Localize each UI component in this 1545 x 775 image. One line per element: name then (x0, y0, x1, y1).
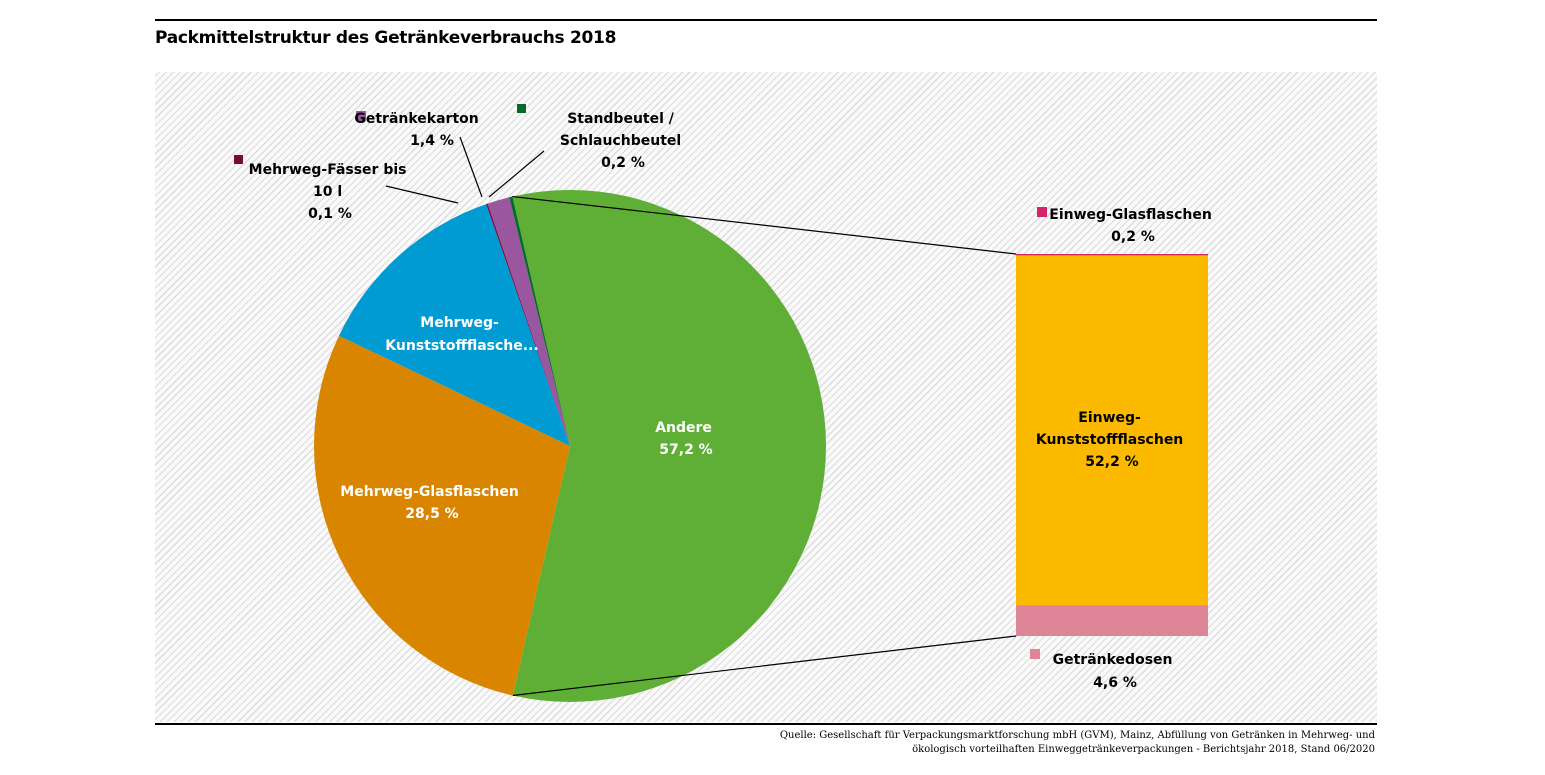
legend-swatch-getraenkekarton (356, 111, 366, 121)
legend-swatch-mehrweg-faesser (234, 155, 243, 164)
leader-line-mehrweg-faesser (385, 185, 459, 204)
connector-line-bottom (512, 635, 1017, 697)
bottom-rule (155, 723, 1377, 725)
pie-slice-mehrweg-fässer-bis-10-l (486, 203, 570, 446)
pie-slice-standbeutel-schlauchbeutel (509, 196, 570, 446)
label-getraenkedosen: Getränkedosen 4,6 % (1053, 652, 1178, 691)
leader-line-standbeutel (488, 150, 545, 198)
legend-swatch-einweg-glasflaschen (1037, 207, 1047, 217)
label-standbeutel: Standbeutel / Schlauchbeutel 0,2 % (560, 111, 686, 171)
label-mehrweg-glasflaschen: Mehrweg-Glasflaschen 28,5 % (340, 484, 523, 522)
legend-swatch-standbeutel (517, 104, 526, 113)
pie-slice-andere (512, 190, 826, 702)
source-note: Quelle: Gesellschaft für Verpackungsmark… (780, 729, 1375, 757)
leader-line-getraenkekarton (459, 136, 483, 198)
label-mehrweg-kunststoffflaschen: Mehrweg- Kunststoffflasche... (385, 315, 538, 354)
connector-line-top (512, 195, 1017, 255)
bar-of-pie (1016, 254, 1208, 636)
pie-slice-mehrweg-kunststoffflasche (338, 204, 570, 446)
label-mehrweg-faesser: Mehrweg-Fässer bis 10 l 0,1 % (249, 162, 412, 222)
connector-lines (512, 195, 1017, 697)
bar-segment-einweg-glasflaschen (1016, 254, 1208, 256)
label-andere: Andere 57,2 % (655, 420, 717, 458)
pie (314, 190, 826, 702)
label-einweg-glasflaschen: Einweg-Glasflaschen 0,2 % (1049, 207, 1216, 245)
source-line-1: Quelle: Gesellschaft für Verpackungsmark… (779, 730, 1375, 741)
legend-swatch-getraenkedosen (1030, 649, 1040, 659)
source-line-2: ökologisch vorteilhaften Einweggetränkev… (912, 744, 1375, 755)
pie-slice-mehrweg-glasflaschen (314, 335, 570, 696)
bar-segment-einweg-kunststoffflaschen (1016, 255, 1208, 606)
chart-title: Packmittelstruktur des Getränkeverbrauch… (155, 28, 617, 48)
label-einweg-kunststoffflaschen: Einweg- Kunststoffflaschen 52,2 % (1036, 410, 1188, 470)
label-getraenkekarton: Getränkekarton 1,4 % (354, 111, 483, 149)
top-rule (155, 19, 1377, 21)
bar-segment-getränkedosen (1016, 605, 1208, 636)
pie-slice-getränkekarton (487, 197, 570, 446)
